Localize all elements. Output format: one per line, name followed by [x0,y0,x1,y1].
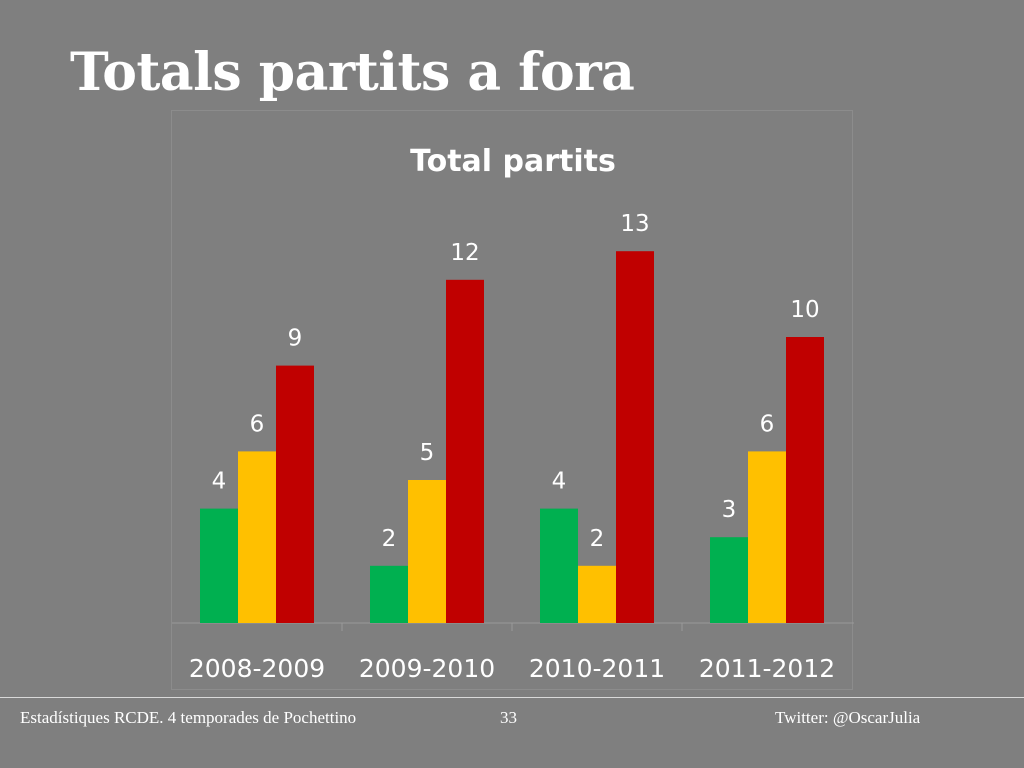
bar [238,451,276,623]
chart-title: Total partits [410,144,616,179]
bar [408,480,446,623]
page-number: 33 [500,708,517,727]
bar [540,508,578,623]
x-tick-label: 2011-2012 [699,654,835,683]
bar [748,451,786,623]
chart-container: Total partits 4 6 9 2008-2009 2 5 12 2009-2010 4 2… [171,110,854,690]
data-label: 6 [760,411,775,437]
bar [370,565,408,623]
bar [446,279,484,623]
data-label: 4 [552,469,567,495]
footer-divider [0,697,1024,698]
bar [786,337,824,623]
slide-title: Totals partits a fora [70,42,635,103]
footer-caption: Estadístiques RCDE. 4 temporades de Poch… [20,708,357,727]
bar [276,365,314,623]
bar [616,251,654,623]
x-tick-label: 2009-2010 [359,654,495,683]
bar [200,508,238,623]
data-label: 13 [620,211,649,237]
data-label: 5 [420,440,435,466]
bar [710,537,748,623]
footer-twitter: Twitter: @OscarJulia [775,708,921,727]
data-label: 12 [450,240,479,266]
data-label: 6 [250,411,265,437]
data-label: 9 [288,326,303,352]
data-label: 3 [722,497,737,523]
bar-chart: Total partits 4 6 9 2008-2009 2 5 12 2009-2010 4 2… [172,144,854,683]
data-label: 2 [590,526,605,552]
x-tick-label: 2008-2009 [189,654,325,683]
data-label: 4 [212,469,227,495]
bar [578,565,616,623]
x-tick-label: 2010-2011 [529,654,665,683]
data-label: 10 [790,297,819,323]
data-label: 2 [382,526,397,552]
